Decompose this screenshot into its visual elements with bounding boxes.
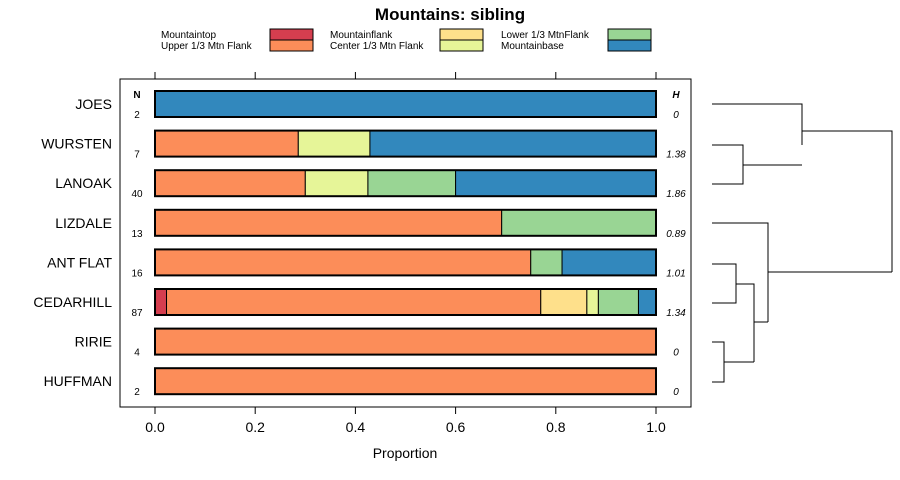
n-value: 87 xyxy=(131,308,143,319)
h-value: 1.34 xyxy=(666,308,686,319)
legend-swatch xyxy=(440,40,483,51)
n-value: 16 xyxy=(131,268,143,279)
dendrogram-branch xyxy=(736,284,754,362)
stacked-bar-chart: Mountains: sibling MountaintopUpper 1/3 … xyxy=(0,0,900,480)
bar-segment xyxy=(305,170,368,196)
chart-title: Mountains: sibling xyxy=(375,5,525,24)
legend-label: Mountainflank xyxy=(330,30,393,41)
bar-segment xyxy=(155,289,167,315)
h-value: 1.01 xyxy=(666,268,685,279)
category-label: LIZDALE xyxy=(55,215,112,231)
bar-segment xyxy=(368,170,456,196)
dendrogram-branch xyxy=(712,104,802,145)
legend-swatch xyxy=(440,29,483,40)
h-value: 0 xyxy=(673,110,679,121)
dendrogram-branch xyxy=(712,145,743,184)
n-value: 13 xyxy=(131,229,143,240)
n-value: 2 xyxy=(134,387,140,398)
bar-segment xyxy=(562,249,656,275)
bar-segment xyxy=(502,210,656,236)
h-header: H xyxy=(672,90,680,101)
n-value: 40 xyxy=(131,189,143,200)
bar-segment xyxy=(456,170,656,196)
bar-segment xyxy=(155,368,656,394)
category-label: LANOAK xyxy=(55,175,112,191)
bars xyxy=(155,91,656,394)
bar-segment xyxy=(531,249,562,275)
dendrogram-branch xyxy=(712,264,736,303)
x-tick-label: 0.8 xyxy=(546,419,566,435)
bar-segment xyxy=(155,210,502,236)
bar-segment xyxy=(598,289,638,315)
legend-label: Center 1/3 Mtn Flank xyxy=(330,41,424,52)
bar-segment xyxy=(155,131,298,157)
bar-segment xyxy=(541,289,587,315)
h-value: 1.86 xyxy=(666,189,686,200)
h-value: 1.38 xyxy=(666,150,686,161)
plot-frame xyxy=(120,79,691,407)
legend-swatch xyxy=(608,29,651,40)
legend-label: Upper 1/3 Mtn Flank xyxy=(161,41,253,52)
x-tick-label: 0.0 xyxy=(145,419,165,435)
x-axis-label: Proportion xyxy=(373,445,438,461)
bar-segment xyxy=(155,249,531,275)
bar-segment xyxy=(155,170,305,196)
dendrogram-branch xyxy=(712,342,724,382)
legend-swatch xyxy=(270,40,313,51)
bar-segment xyxy=(298,131,370,157)
bar-segment xyxy=(638,289,656,315)
h-value: 0 xyxy=(673,348,679,359)
dendrogram-branch xyxy=(712,223,768,322)
h-value: 0.89 xyxy=(666,229,686,240)
legend-label: Mountainbase xyxy=(501,41,564,52)
category-label: WURSTEN xyxy=(41,136,112,152)
legend-label: Mountaintop xyxy=(161,30,216,41)
bar-segment xyxy=(155,91,656,117)
category-label: JOES xyxy=(75,96,112,112)
n-value: 2 xyxy=(134,110,140,121)
legend-swatch xyxy=(270,29,313,40)
category-label: RIRIE xyxy=(75,334,112,350)
dendrogram-branch xyxy=(802,131,892,272)
bar-segment xyxy=(167,289,541,315)
bar-segment xyxy=(370,131,656,157)
n-value: 4 xyxy=(134,348,140,359)
x-tick-label: 0.2 xyxy=(245,419,265,435)
category-label: ANT FLAT xyxy=(47,254,112,270)
legend-swatch xyxy=(608,40,651,51)
h-value: 0 xyxy=(673,387,679,398)
dendrogram xyxy=(712,104,892,382)
bar-segment xyxy=(155,329,656,355)
n-value: 7 xyxy=(134,150,140,161)
bar-segment xyxy=(587,289,599,315)
legend-label: Lower 1/3 MtnFlank xyxy=(501,30,590,41)
category-label: HUFFMAN xyxy=(44,373,112,389)
x-tick-label: 0.6 xyxy=(446,419,466,435)
category-label: CEDARHILL xyxy=(33,294,112,310)
n-header: N xyxy=(133,90,140,101)
x-tick-label: 0.4 xyxy=(346,419,366,435)
x-tick-label: 1.0 xyxy=(646,419,666,435)
